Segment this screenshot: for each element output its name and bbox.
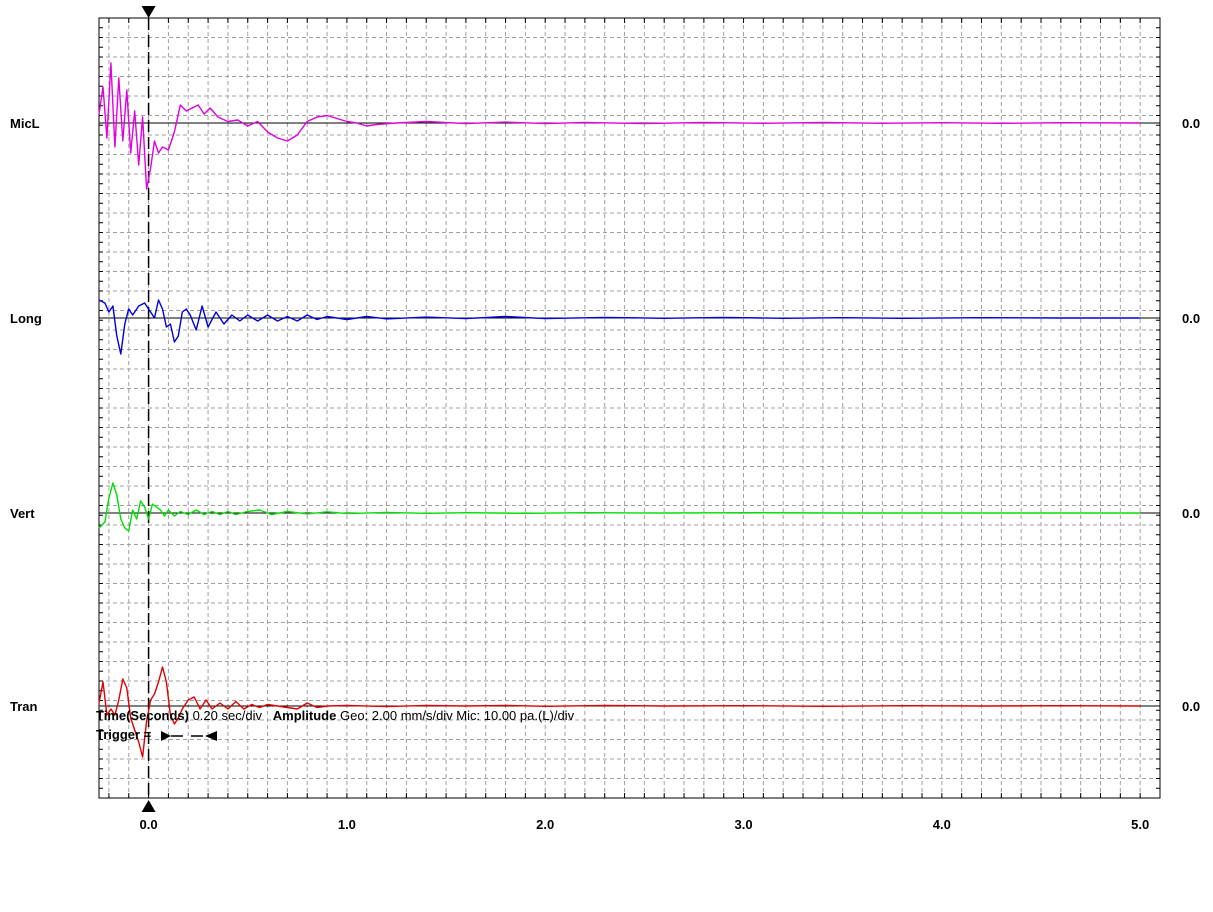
channel-label: Vert xyxy=(10,506,35,521)
channel-zero-label: 0.0 xyxy=(1182,506,1200,521)
channel-label: Tran xyxy=(10,699,38,714)
amplitude-value: Geo: 2.00 mm/s/div Mic: 10.00 pa.(L)/div xyxy=(339,708,575,723)
trigger-symbol-icon xyxy=(160,730,217,741)
footer-trigger-info: Trigger = xyxy=(96,727,219,742)
x-tick-label: 4.0 xyxy=(933,817,951,832)
channel-zero-label: 0.0 xyxy=(1182,311,1200,326)
amplitude-label: Amplitude xyxy=(272,708,337,723)
waveform-long xyxy=(98,299,1141,355)
trigger-label: Trigger = xyxy=(96,727,152,742)
x-tick-label: 2.0 xyxy=(536,817,554,832)
channel-label: Long xyxy=(10,311,42,326)
time-label: Time(Seconds) xyxy=(96,708,189,723)
channel-label: MicL xyxy=(10,116,40,131)
x-tick-label: 0.0 xyxy=(140,817,158,832)
waveform-tran xyxy=(98,666,1141,758)
waveform-micl xyxy=(98,62,1141,190)
waveform-vert xyxy=(98,482,1141,532)
trigger-marker-bottom-icon xyxy=(141,800,156,812)
x-tick-label: 5.0 xyxy=(1131,817,1149,832)
x-tick-label: 1.0 xyxy=(338,817,356,832)
channel-zero-label: 0.0 xyxy=(1182,116,1200,131)
footer-scale-info: Time(Seconds) 0.20 sec/div Amplitude Geo… xyxy=(96,708,574,723)
channel-zero-label: 0.0 xyxy=(1182,699,1200,714)
plot-frame xyxy=(98,17,1161,799)
trigger-marker-top-icon xyxy=(141,6,156,18)
x-tick-label: 3.0 xyxy=(734,817,752,832)
time-value: 0.20 sec/div xyxy=(192,708,262,723)
